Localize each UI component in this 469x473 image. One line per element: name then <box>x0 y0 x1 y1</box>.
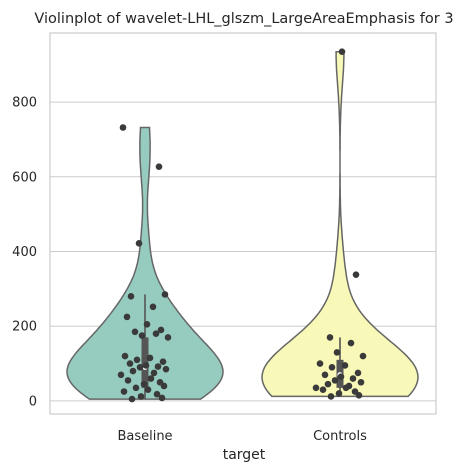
data-point <box>129 396 136 403</box>
data-point <box>127 360 134 367</box>
data-point <box>138 393 145 400</box>
y-tick-label: 0 <box>29 394 37 409</box>
data-point <box>162 291 169 298</box>
data-point <box>145 386 152 393</box>
data-point <box>132 329 139 336</box>
data-point <box>343 385 350 392</box>
data-point <box>161 383 168 390</box>
data-point <box>133 385 140 392</box>
data-point <box>332 377 339 384</box>
data-point <box>355 370 362 377</box>
data-point <box>358 379 365 386</box>
x-tick-label: Controls <box>313 429 367 444</box>
data-point <box>317 360 324 367</box>
y-tick-label: 600 <box>12 170 37 185</box>
data-point <box>313 385 320 392</box>
data-point <box>160 358 167 365</box>
data-point <box>124 314 131 321</box>
data-point <box>143 362 150 369</box>
data-point <box>329 364 336 371</box>
data-point <box>165 334 172 341</box>
data-point <box>139 332 146 339</box>
data-point <box>350 375 357 382</box>
data-point <box>327 334 334 341</box>
data-point <box>130 368 137 375</box>
data-point <box>325 381 332 388</box>
data-point <box>120 124 127 131</box>
data-point <box>339 48 346 55</box>
data-point <box>163 366 170 373</box>
chart-title: Violinplot of wavelet-LHL_glszm_LargeAre… <box>34 11 453 27</box>
data-point <box>148 375 155 382</box>
data-point <box>151 370 158 377</box>
data-point <box>118 371 125 378</box>
x-axis-label: target <box>223 447 266 463</box>
data-point <box>348 340 355 347</box>
data-point <box>336 390 343 397</box>
data-point <box>159 395 166 402</box>
data-point <box>320 386 327 393</box>
x-tick-label: Baseline <box>117 429 172 444</box>
data-point <box>156 163 163 170</box>
data-point <box>356 392 363 399</box>
data-point <box>125 377 132 384</box>
data-point <box>353 271 360 278</box>
violins <box>67 52 418 399</box>
data-point <box>128 293 135 300</box>
data-point <box>360 353 367 360</box>
data-point <box>328 393 335 400</box>
data-point <box>141 381 148 388</box>
data-point <box>342 362 349 369</box>
data-point <box>137 364 144 371</box>
data-point <box>144 321 151 328</box>
data-point <box>136 240 143 247</box>
data-point <box>334 349 341 356</box>
data-point <box>338 373 345 380</box>
data-point <box>147 355 154 362</box>
data-point <box>153 330 160 337</box>
data-point <box>122 353 129 360</box>
data-point <box>121 388 128 395</box>
y-tick-label: 400 <box>12 245 37 260</box>
data-point <box>134 357 141 364</box>
y-tick-label: 200 <box>12 320 37 335</box>
y-tick-label: 800 <box>12 96 37 111</box>
data-point <box>155 363 162 370</box>
data-point <box>150 303 157 310</box>
data-point <box>322 371 329 378</box>
